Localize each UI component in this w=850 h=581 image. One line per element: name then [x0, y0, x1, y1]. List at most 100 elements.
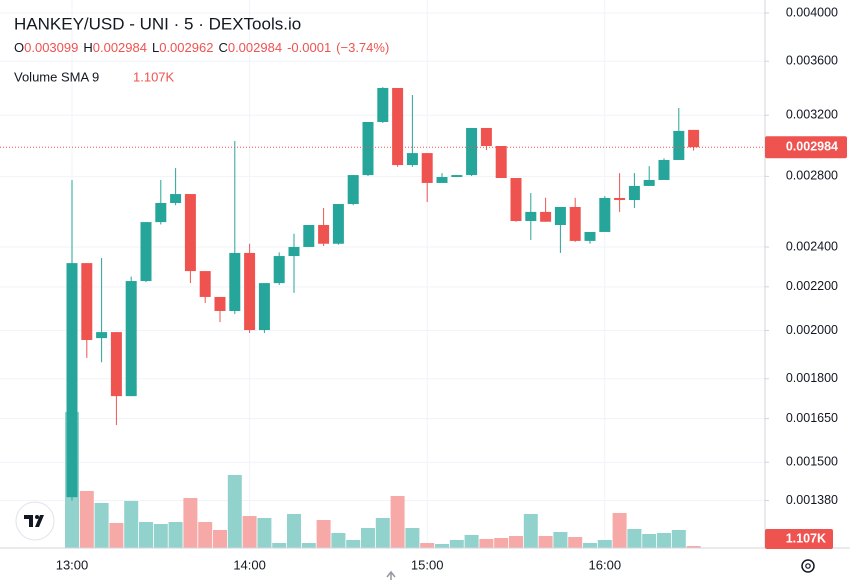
volume-bar: [316, 519, 331, 548]
volume-bar: [139, 521, 153, 548]
y-tick-label: 0.001500: [786, 455, 838, 469]
volume-bar: [479, 538, 494, 548]
change-percent: (−3.74%): [336, 40, 389, 55]
volume-bar: [94, 502, 109, 548]
volume-bar: [671, 529, 686, 548]
ohlc-key: L: [152, 40, 159, 55]
candle-body: [614, 197, 626, 201]
candle-body: [288, 246, 300, 257]
volume-bar: [642, 533, 657, 548]
volume-bar: [272, 542, 287, 548]
candle-body: [273, 256, 285, 284]
y-tick-label: 0.001800: [786, 371, 838, 385]
candle-body: [406, 153, 418, 166]
candle-body: [658, 159, 670, 180]
volume-bar: [523, 513, 538, 548]
y-tick-label: 0.002400: [786, 239, 838, 253]
volume-bar: [361, 527, 375, 548]
volume-bar: [301, 542, 316, 548]
ohlc-value: 0.002984: [228, 40, 282, 55]
scroll-arrow[interactable]: [386, 570, 396, 580]
ohlc-value: 0.003099: [24, 40, 78, 55]
volume-bar: [553, 531, 568, 548]
candle-body: [244, 252, 256, 331]
y-tick-label: 0.002800: [786, 169, 838, 183]
volume-bar: [657, 532, 671, 548]
candle-body: [184, 194, 196, 272]
volume-bar: [568, 536, 583, 548]
last-price-tag: [765, 136, 847, 159]
candle-body: [229, 252, 241, 311]
candle-body: [258, 283, 270, 331]
ohlc-value: 0.002984: [93, 40, 147, 55]
volume-bar: [509, 535, 523, 548]
volume-bar: [612, 512, 627, 548]
volume-bar: [538, 535, 553, 548]
candle-body: [332, 204, 344, 244]
volume-sma-value: 1.107K: [133, 69, 175, 84]
volume-bar: [227, 474, 242, 548]
candle-body: [525, 211, 537, 222]
candle-body: [466, 127, 478, 176]
candle-body: [554, 206, 566, 225]
candle-body: [155, 202, 167, 223]
volume-bar: [583, 542, 597, 548]
candles: [66, 87, 700, 501]
volume-bar: [79, 490, 94, 548]
volume-bar: [405, 527, 420, 548]
volume-sma-tag: [765, 528, 833, 549]
y-tick-label: 0.003600: [786, 54, 838, 68]
change: -0.0001: [287, 40, 331, 55]
y-tick-label: 0.001380: [786, 493, 838, 507]
candle-body: [451, 175, 463, 178]
y-tick-label: 0.002000: [786, 323, 838, 337]
ohlc-value: 0.002962: [159, 40, 213, 55]
x-tick-label: 13:00: [56, 557, 89, 572]
volume-bar: [242, 515, 257, 548]
candle-body: [125, 281, 137, 397]
volume-bar: [109, 522, 124, 548]
x-tick-label: 15:00: [411, 557, 444, 572]
candle-body: [436, 177, 448, 183]
candle-body: [140, 222, 152, 282]
candle-body: [392, 87, 404, 166]
ohlc-key: C: [218, 40, 227, 55]
volume-bar: [686, 545, 701, 548]
volume-bar: [198, 521, 213, 548]
candle-body: [540, 211, 552, 222]
volume-bar: [390, 495, 405, 548]
candle-body: [643, 179, 655, 186]
candle-body: [584, 231, 596, 241]
axes: 0.004000 0.003600 0.003200 0.002800 0.002400…: [0, 5, 847, 572]
volume-bar: [435, 543, 449, 548]
candle-body: [170, 194, 182, 203]
candle-body: [569, 206, 581, 241]
volume-bar: [597, 539, 612, 548]
settings-icon[interactable]: [801, 559, 815, 573]
candle-body: [199, 271, 211, 297]
tradingview-logo: [15, 501, 55, 541]
candle-body: [377, 87, 389, 122]
volume-bar: [375, 517, 390, 548]
candle-body: [510, 178, 522, 222]
volume-bar: [213, 529, 227, 548]
volume-bar: [464, 534, 479, 548]
y-tick-label: 0.003200: [786, 107, 838, 121]
volume-bar: [287, 513, 301, 548]
volume-bar: [449, 539, 464, 548]
candle-body: [688, 129, 700, 148]
ohlc-key: O: [14, 40, 24, 55]
volume-bar: [627, 528, 642, 548]
x-tick-label: 14:00: [233, 557, 266, 572]
candle-body: [66, 263, 78, 498]
candle-body: [628, 185, 640, 201]
candle-body: [673, 130, 685, 160]
volume-bar: [168, 521, 183, 548]
volume-label: Volume SMA 9: [14, 69, 99, 84]
candle-body: [96, 332, 108, 339]
candle-body: [421, 153, 433, 183]
volume-bar: [346, 539, 361, 548]
y-tick-label: 0.004000: [786, 5, 838, 19]
candle-body: [318, 224, 330, 244]
